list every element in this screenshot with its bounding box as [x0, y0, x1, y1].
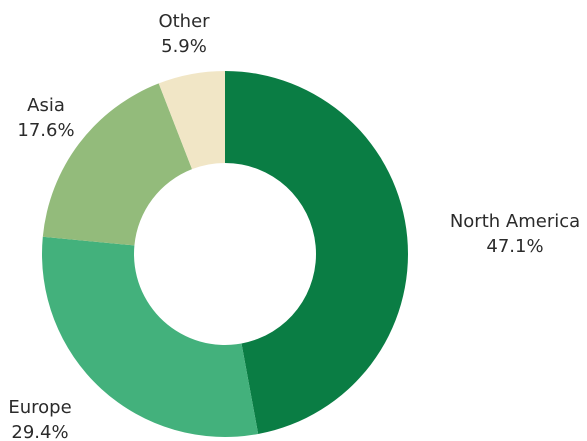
- label-europe-value: 29.4%: [11, 422, 68, 441]
- label-other-value: 5.9%: [161, 36, 207, 57]
- slice-other: [158, 71, 225, 170]
- label-europe-name: Europe: [8, 397, 71, 418]
- label-asia-value: 17.6%: [17, 120, 74, 141]
- label-north-america-value: 47.1%: [486, 236, 543, 257]
- label-other-name: Other: [158, 11, 210, 32]
- slice-north-america: [225, 71, 408, 434]
- chart-slices: [41, 71, 408, 437]
- label-asia-name: Asia: [27, 95, 65, 116]
- slice-europe: [41, 236, 259, 437]
- slice-asia: [42, 83, 193, 246]
- chart-labels: North America 47.1% Europe 29.4% Asia 17…: [8, 11, 580, 441]
- label-north-america-name: North America: [450, 211, 580, 232]
